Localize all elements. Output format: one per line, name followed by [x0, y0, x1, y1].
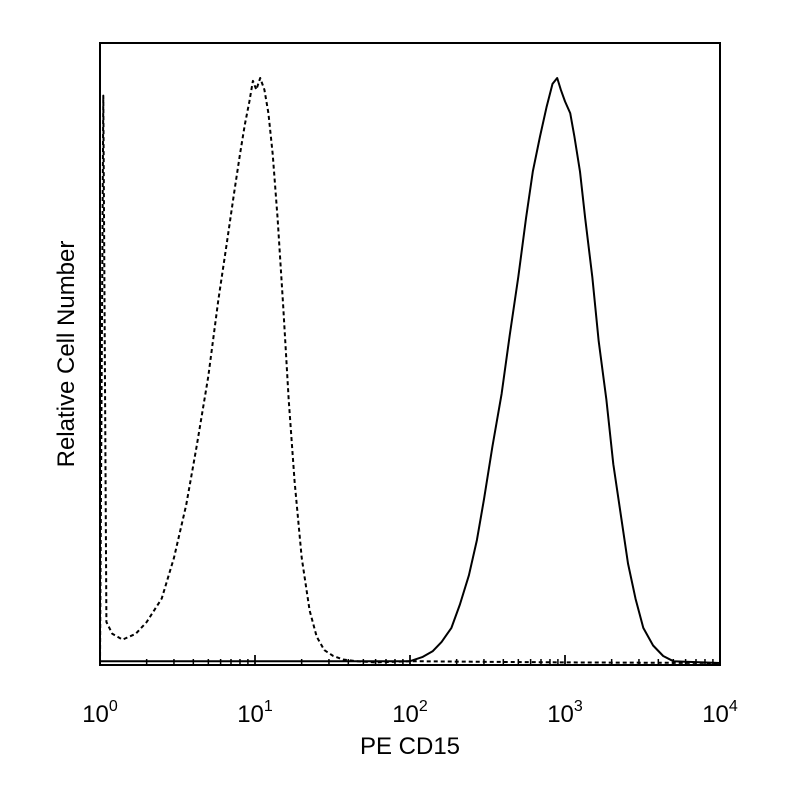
x-tick-label: 104	[702, 698, 738, 728]
plot-frame	[99, 42, 721, 666]
x-axis-title: PE CD15	[360, 733, 460, 760]
tick-labels: 100 101 102 103 104	[82, 698, 738, 728]
y-axis-title: Relative Cell Number	[53, 241, 80, 468]
x-tick-label: 102	[392, 698, 428, 728]
x-tick-label: 103	[547, 698, 583, 728]
x-tick-label: 101	[237, 698, 273, 728]
dashed-series-line	[99, 77, 721, 664]
solid-series-line	[100, 77, 721, 664]
x-axis-ticks	[99, 655, 721, 665]
series-layer	[99, 77, 721, 664]
x-tick-label: 100	[82, 698, 118, 728]
